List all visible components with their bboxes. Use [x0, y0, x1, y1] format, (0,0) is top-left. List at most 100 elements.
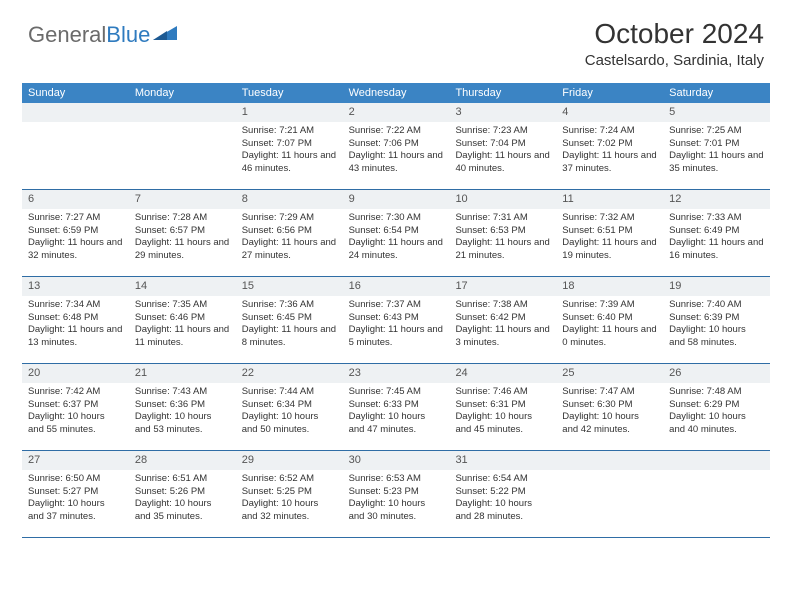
daylight-text: Daylight: 10 hours and 45 minutes. — [455, 411, 550, 437]
day-content: Sunrise: 6:51 AMSunset: 5:26 PMDaylight:… — [129, 470, 236, 528]
sunrise-text: Sunrise: 7:32 AM — [562, 212, 657, 225]
sunrise-text: Sunrise: 7:42 AM — [28, 386, 123, 399]
sunrise-text: Sunrise: 6:51 AM — [135, 473, 230, 486]
sunrise-text: Sunrise: 7:40 AM — [669, 299, 764, 312]
day-number: 15 — [236, 277, 343, 296]
day-number: 14 — [129, 277, 236, 296]
day-content: Sunrise: 7:46 AMSunset: 6:31 PMDaylight:… — [449, 383, 556, 441]
logo-triangle-icon — [153, 24, 179, 42]
day-content — [663, 470, 770, 477]
day-cell: 28Sunrise: 6:51 AMSunset: 5:26 PMDayligh… — [129, 451, 236, 537]
daylight-text: Daylight: 10 hours and 42 minutes. — [562, 411, 657, 437]
day-number: 4 — [556, 103, 663, 122]
daylight-text: Daylight: 11 hours and 37 minutes. — [562, 150, 657, 176]
day-content: Sunrise: 7:24 AMSunset: 7:02 PMDaylight:… — [556, 122, 663, 180]
day-number: 2 — [343, 103, 450, 122]
daylight-text: Daylight: 10 hours and 55 minutes. — [28, 411, 123, 437]
sunset-text: Sunset: 5:26 PM — [135, 486, 230, 499]
logo-text-gray: General — [28, 22, 106, 48]
sunset-text: Sunset: 6:48 PM — [28, 312, 123, 325]
title-block: October 2024 Castelsardo, Sardinia, Ital… — [585, 18, 764, 69]
sunrise-text: Sunrise: 7:43 AM — [135, 386, 230, 399]
sunrise-text: Sunrise: 7:45 AM — [349, 386, 444, 399]
day-content: Sunrise: 7:40 AMSunset: 6:39 PMDaylight:… — [663, 296, 770, 354]
day-number: 19 — [663, 277, 770, 296]
day-content: Sunrise: 7:32 AMSunset: 6:51 PMDaylight:… — [556, 209, 663, 267]
sunrise-text: Sunrise: 7:31 AM — [455, 212, 550, 225]
day-number: 6 — [22, 190, 129, 209]
weekday-header: Sunday — [22, 83, 129, 103]
day-content: Sunrise: 7:35 AMSunset: 6:46 PMDaylight:… — [129, 296, 236, 354]
day-content: Sunrise: 6:54 AMSunset: 5:22 PMDaylight:… — [449, 470, 556, 528]
day-cell: 25Sunrise: 7:47 AMSunset: 6:30 PMDayligh… — [556, 364, 663, 450]
week-row: 6Sunrise: 7:27 AMSunset: 6:59 PMDaylight… — [22, 190, 770, 277]
weekday-header: Wednesday — [343, 83, 450, 103]
day-cell: 24Sunrise: 7:46 AMSunset: 6:31 PMDayligh… — [449, 364, 556, 450]
day-content: Sunrise: 7:29 AMSunset: 6:56 PMDaylight:… — [236, 209, 343, 267]
sunrise-text: Sunrise: 6:54 AM — [455, 473, 550, 486]
week-row: 1Sunrise: 7:21 AMSunset: 7:07 PMDaylight… — [22, 103, 770, 190]
day-cell: 1Sunrise: 7:21 AMSunset: 7:07 PMDaylight… — [236, 103, 343, 189]
sunrise-text: Sunrise: 7:48 AM — [669, 386, 764, 399]
sunrise-text: Sunrise: 7:25 AM — [669, 125, 764, 138]
day-number — [129, 103, 236, 122]
sunrise-text: Sunrise: 7:21 AM — [242, 125, 337, 138]
day-content: Sunrise: 7:48 AMSunset: 6:29 PMDaylight:… — [663, 383, 770, 441]
day-content: Sunrise: 7:36 AMSunset: 6:45 PMDaylight:… — [236, 296, 343, 354]
day-number: 18 — [556, 277, 663, 296]
day-number — [556, 451, 663, 470]
day-content: Sunrise: 7:27 AMSunset: 6:59 PMDaylight:… — [22, 209, 129, 267]
day-content: Sunrise: 7:47 AMSunset: 6:30 PMDaylight:… — [556, 383, 663, 441]
sunset-text: Sunset: 6:34 PM — [242, 399, 337, 412]
sunrise-text: Sunrise: 7:37 AM — [349, 299, 444, 312]
sunset-text: Sunset: 6:45 PM — [242, 312, 337, 325]
day-cell — [129, 103, 236, 189]
sunset-text: Sunset: 6:33 PM — [349, 399, 444, 412]
daylight-text: Daylight: 10 hours and 32 minutes. — [242, 498, 337, 524]
daylight-text: Daylight: 11 hours and 0 minutes. — [562, 324, 657, 350]
day-cell: 23Sunrise: 7:45 AMSunset: 6:33 PMDayligh… — [343, 364, 450, 450]
day-content — [22, 122, 129, 129]
week-row: 13Sunrise: 7:34 AMSunset: 6:48 PMDayligh… — [22, 277, 770, 364]
day-number: 16 — [343, 277, 450, 296]
day-cell: 15Sunrise: 7:36 AMSunset: 6:45 PMDayligh… — [236, 277, 343, 363]
sunrise-text: Sunrise: 7:38 AM — [455, 299, 550, 312]
day-number: 24 — [449, 364, 556, 383]
day-content: Sunrise: 7:25 AMSunset: 7:01 PMDaylight:… — [663, 122, 770, 180]
sunrise-text: Sunrise: 7:22 AM — [349, 125, 444, 138]
day-content — [556, 470, 663, 477]
day-number — [663, 451, 770, 470]
sunrise-text: Sunrise: 7:29 AM — [242, 212, 337, 225]
sunset-text: Sunset: 7:07 PM — [242, 138, 337, 151]
day-cell — [663, 451, 770, 537]
sunset-text: Sunset: 6:46 PM — [135, 312, 230, 325]
day-cell: 11Sunrise: 7:32 AMSunset: 6:51 PMDayligh… — [556, 190, 663, 276]
day-cell — [22, 103, 129, 189]
sunrise-text: Sunrise: 7:27 AM — [28, 212, 123, 225]
day-content: Sunrise: 7:28 AMSunset: 6:57 PMDaylight:… — [129, 209, 236, 267]
day-content: Sunrise: 7:39 AMSunset: 6:40 PMDaylight:… — [556, 296, 663, 354]
day-content: Sunrise: 7:45 AMSunset: 6:33 PMDaylight:… — [343, 383, 450, 441]
day-content — [129, 122, 236, 129]
week-row: 20Sunrise: 7:42 AMSunset: 6:37 PMDayligh… — [22, 364, 770, 451]
daylight-text: Daylight: 11 hours and 46 minutes. — [242, 150, 337, 176]
day-content: Sunrise: 7:22 AMSunset: 7:06 PMDaylight:… — [343, 122, 450, 180]
day-cell: 2Sunrise: 7:22 AMSunset: 7:06 PMDaylight… — [343, 103, 450, 189]
day-content: Sunrise: 7:44 AMSunset: 6:34 PMDaylight:… — [236, 383, 343, 441]
sunset-text: Sunset: 7:04 PM — [455, 138, 550, 151]
sunset-text: Sunset: 6:39 PM — [669, 312, 764, 325]
sunrise-text: Sunrise: 6:52 AM — [242, 473, 337, 486]
daylight-text: Daylight: 11 hours and 43 minutes. — [349, 150, 444, 176]
sunrise-text: Sunrise: 7:30 AM — [349, 212, 444, 225]
day-content: Sunrise: 7:38 AMSunset: 6:42 PMDaylight:… — [449, 296, 556, 354]
day-number: 26 — [663, 364, 770, 383]
daylight-text: Daylight: 11 hours and 32 minutes. — [28, 237, 123, 263]
day-content: Sunrise: 7:34 AMSunset: 6:48 PMDaylight:… — [22, 296, 129, 354]
day-number: 20 — [22, 364, 129, 383]
day-number: 28 — [129, 451, 236, 470]
sunrise-text: Sunrise: 7:35 AM — [135, 299, 230, 312]
daylight-text: Daylight: 10 hours and 58 minutes. — [669, 324, 764, 350]
sunset-text: Sunset: 6:30 PM — [562, 399, 657, 412]
day-cell: 10Sunrise: 7:31 AMSunset: 6:53 PMDayligh… — [449, 190, 556, 276]
sunset-text: Sunset: 6:29 PM — [669, 399, 764, 412]
